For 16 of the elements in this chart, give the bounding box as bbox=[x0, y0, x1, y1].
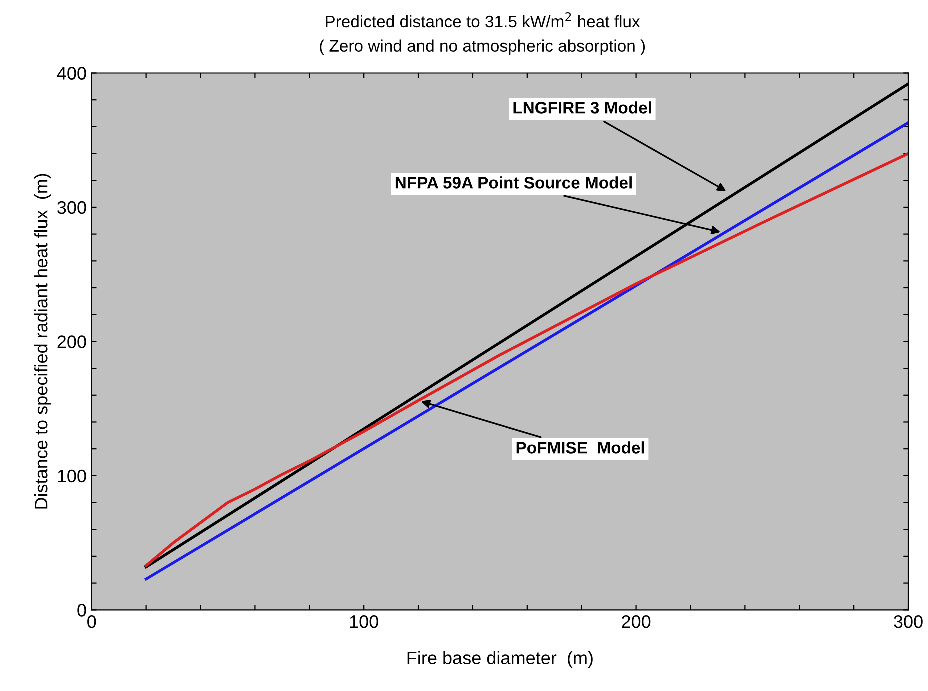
x-tick-label: 0 bbox=[88, 615, 96, 628]
y-tick-label: 400 bbox=[57, 67, 86, 80]
chart-subtitle: ( Zero wind and no atmospheric absorption ) bbox=[320, 40, 646, 56]
annotation: PoFMISE Model bbox=[516, 442, 644, 454]
y-tick-label: 300 bbox=[58, 201, 86, 214]
x-axis-title: Fire base diameter (m) bbox=[408, 651, 593, 668]
annotation: NFPA 59A Point Source Model bbox=[396, 176, 632, 189]
y-tick-label: 100 bbox=[58, 470, 86, 483]
y-tick-label: 0 bbox=[78, 604, 86, 617]
annotation: LNGFIRE 3 Model bbox=[514, 102, 652, 114]
y-tick-label: 200 bbox=[58, 336, 86, 348]
x-tick-label: 300 bbox=[894, 615, 923, 628]
y-axis-title: Distance to specified radiant heat flux (m) bbox=[34, 174, 52, 509]
chart-title: Predicted distance to 31.5 kW/m$^{2}$ heat flux bbox=[326, 12, 640, 28]
x-tick-label: 200 bbox=[622, 615, 651, 628]
x-tick-label: 100 bbox=[350, 615, 378, 628]
